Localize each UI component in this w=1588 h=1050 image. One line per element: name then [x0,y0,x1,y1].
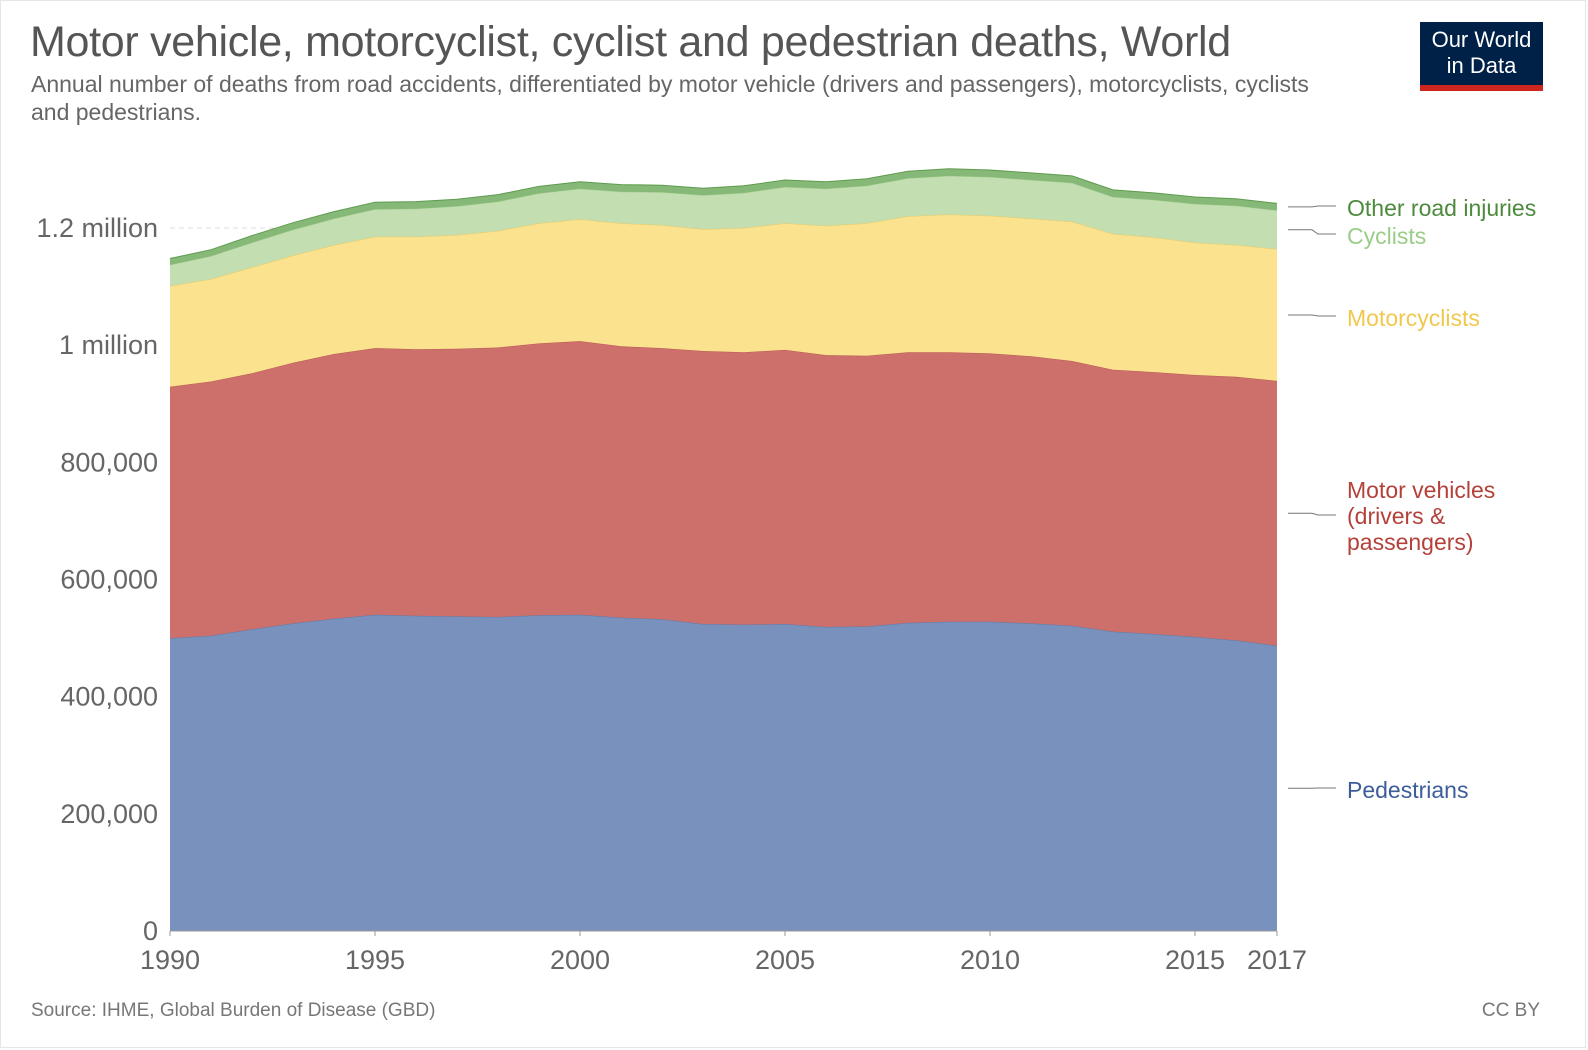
logo-line-1: Our World [1431,27,1532,52]
area-pedestrians[interactable] [170,614,1277,931]
x-tick-label: 1990 [140,945,200,975]
source-note[interactable]: Source: IHME, Global Burden of Disease (… [31,1000,436,1021]
legend-connector [1288,229,1336,235]
area-motor-vehicles-drivers-passengers[interactable] [170,341,1277,646]
legend-label[interactable]: Cyclists [1347,223,1426,249]
owid-logo[interactable]: Our World in Data [1420,22,1543,91]
x-tick-label: 2005 [755,945,815,975]
legend-label[interactable]: Pedestrians [1347,777,1468,803]
x-tick-label: 2010 [960,945,1020,975]
logo-line-2: in Data [1446,53,1517,78]
stacked-area-chart[interactable]: 0 200,000 400,000 600,000 800,000 1 million 1.… [0,0,1588,1000]
legend-connector [1288,314,1336,317]
legend-label[interactable]: Motorcyclists [1347,305,1480,331]
page-title: Motor vehicle, motorcyclist, cyclist and… [30,18,1231,66]
y-tick-label: 1 million [59,330,158,360]
area-cyclists[interactable] [170,175,1277,286]
legend-label[interactable]: Other road injuries [1347,195,1536,221]
x-axis-tick-labels: 1990 1995 2000 2005 2010 2015 2017 [140,930,1307,975]
x-tick-label: 1995 [345,945,405,975]
x-tick-label: 2015 [1165,945,1225,975]
x-tick-label: 2000 [550,945,610,975]
x-tick-label: 2017 [1247,945,1307,975]
area-other-road-injuries[interactable] [170,168,1277,265]
legend-connector [1288,205,1336,208]
area-motorcyclists[interactable] [170,214,1277,387]
y-tick-label: 0 [143,916,158,946]
series-legend: Pedestrians Motor vehicles (drivers & passe… [1288,195,1536,803]
y-axis-tick-labels: 0 200,000 400,000 600,000 800,000 1 million 1.… [36,213,158,946]
y-tick-label: 800,000 [60,447,158,477]
area-edge-4 [169,168,1278,259]
y-tick-label: 600,000 [60,565,158,595]
area-series [169,168,1278,931]
license-label[interactable]: CC BY [1481,1000,1540,1021]
legend-connector [1288,512,1336,516]
page-subtitle: Annual number of deaths from road accide… [31,71,1309,125]
y-tick-label: 200,000 [60,799,158,829]
y-tick-label: 400,000 [60,682,158,712]
legend-label[interactable]: Motor vehicles (drivers & passengers) [1347,477,1495,555]
y-tick-label: 1.2 million [36,213,158,243]
